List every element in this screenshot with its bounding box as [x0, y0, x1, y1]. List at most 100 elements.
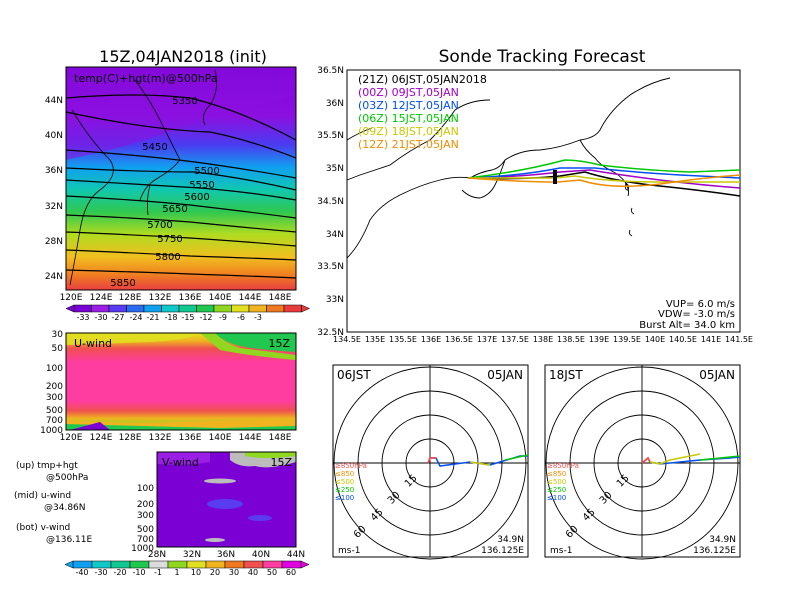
scale-end	[64, 560, 74, 569]
pressure-label: 500	[46, 406, 63, 416]
legend-mid: (mid) u-wind	[14, 491, 71, 501]
scale-swatch	[231, 304, 250, 313]
hodograph-units: ms-1	[338, 546, 360, 556]
scale-end	[65, 304, 75, 313]
scale-label: -15	[181, 313, 194, 322]
lon-label: 139E	[589, 335, 609, 344]
scale-swatch	[73, 304, 92, 313]
lon-label: 124E	[90, 293, 113, 303]
hodograph-time: 18JST	[549, 368, 583, 382]
u-wind-lon-labels: 120E 124E 128E 132E 136E 140E 144E 148E	[60, 433, 292, 443]
pressure-label: 30	[52, 330, 64, 340]
lon-label: 132E	[149, 433, 172, 443]
lat-label: 36.5N	[317, 66, 344, 76]
lon-label: 144E	[239, 293, 262, 303]
scale-swatch	[167, 560, 188, 569]
v-wind-section: V-wind 15Z	[156, 451, 297, 548]
lon-label: 140E	[209, 293, 232, 303]
hodograph-date: 05JAN	[487, 368, 523, 382]
level-legend: ≤100	[547, 494, 566, 502]
panel-legend: (up) tmp+hgt @500hPa (mid) u-wind @34.86…	[14, 461, 92, 545]
lon-label: 124E	[90, 433, 113, 443]
lon-label: 137E	[477, 335, 497, 344]
scale-label: -21	[146, 313, 159, 322]
scale-label: -27	[111, 313, 124, 322]
scale-label: -30	[94, 313, 107, 322]
scale-swatch	[243, 560, 264, 569]
scale-swatch	[161, 304, 180, 313]
pressure-label: 700	[46, 416, 63, 426]
lon-label: 138E	[533, 335, 553, 344]
left-map-lon-labels: 120E 124E 128E 132E 136E 140E 144E 148E	[60, 293, 292, 303]
wind-color-scale	[64, 560, 310, 569]
pressure-label: 100	[137, 484, 154, 494]
lon-label: 136.5E	[445, 335, 473, 344]
lat-label: 44N	[287, 550, 305, 560]
tracking-lat-labels: 36.5N 36N 35.5N 35N 34.5N 34N 33.5N 33N …	[317, 66, 344, 338]
scale-label: -12	[199, 313, 212, 322]
scale-label: 30	[229, 568, 239, 577]
lat-label: 33.5N	[317, 262, 344, 272]
scale-label: -10	[132, 568, 145, 577]
lat-label: 36N	[45, 166, 63, 176]
contour-label-5550: 5550	[189, 180, 214, 191]
lon-label: 128E	[119, 293, 142, 303]
lon-label: 140E	[209, 433, 232, 443]
lon-label: 134.5E	[333, 335, 361, 344]
left-map-title: 15Z,04JAN2018 (init)	[99, 47, 267, 66]
scale-label: -30	[94, 568, 107, 577]
scale-swatch	[283, 304, 302, 313]
scale-swatch	[110, 560, 131, 569]
hodograph-18jst: 18JST 05JAN 15 30 45 60 ≥850hPa ≤850 ≤50…	[544, 364, 741, 560]
scale-swatch	[224, 560, 245, 569]
lon-label: 140E	[645, 335, 665, 344]
u-wind-pressure-labels: 30 50 100 200 300 500 700 1000	[40, 330, 63, 436]
contour-label-5850: 5850	[110, 278, 135, 289]
scale-swatch	[266, 304, 285, 313]
legend-up: (up) tmp+hgt	[16, 461, 78, 471]
tracking-title: Sonde Tracking Forecast	[439, 47, 646, 67]
u-wind-section: U-wind 15Z	[65, 332, 297, 431]
lon-label: 132E	[149, 293, 172, 303]
contour-labels: 5350 5450 5500 5550 5600 5650 5700 5750 …	[110, 96, 219, 289]
scale-label: 50	[267, 568, 277, 577]
scale-swatch	[262, 560, 283, 569]
scale-swatch	[186, 560, 207, 569]
scale-end	[301, 304, 311, 313]
lon-label: 141.5E	[725, 335, 753, 344]
lat-label: 44N	[45, 96, 63, 106]
lon-label: 148E	[269, 433, 292, 443]
scale-label: -1	[154, 568, 162, 577]
lat-label: 32.5N	[317, 328, 344, 338]
coastlines	[69, 69, 218, 286]
lon-label: 128E	[119, 433, 142, 443]
pressure-label: 300	[137, 511, 154, 521]
hodograph-units: ms-1	[550, 546, 572, 556]
pressure-label: 700	[137, 535, 154, 545]
temperature-scale-labels: -33 -30 -27 -24 -21 -18 -15 -12 -9 -6 -3	[76, 313, 262, 322]
scale-swatch	[129, 560, 150, 569]
pressure-label: 200	[137, 500, 154, 510]
contour-label-5700: 5700	[147, 220, 172, 231]
pressure-label: 1000	[40, 426, 63, 436]
level-legend: ≥850hPa	[335, 462, 367, 470]
lat-label: 28N	[45, 237, 63, 247]
scale-label: 1	[174, 568, 179, 577]
hodograph-lon: 136.125E	[481, 546, 524, 556]
legend-bot: (bot) v-wind	[16, 523, 70, 533]
contour-label-5350: 5350	[172, 96, 197, 107]
legend-bot-lon: @136.11E	[46, 535, 92, 545]
pressure-label: 300	[46, 393, 63, 403]
lon-label: 139.5E	[613, 335, 641, 344]
pressure-label: 1000	[131, 544, 154, 554]
scale-swatch	[196, 304, 215, 313]
track-paths	[467, 159, 741, 197]
scale-swatch	[108, 304, 127, 313]
level-legend: ≤100	[335, 494, 354, 502]
lon-label: 140.5E	[669, 335, 697, 344]
u-wind-field	[66, 333, 296, 430]
lat-label: 33N	[326, 295, 344, 305]
hodograph-date: 05JAN	[699, 368, 735, 382]
lat-label: 28N	[148, 550, 166, 560]
